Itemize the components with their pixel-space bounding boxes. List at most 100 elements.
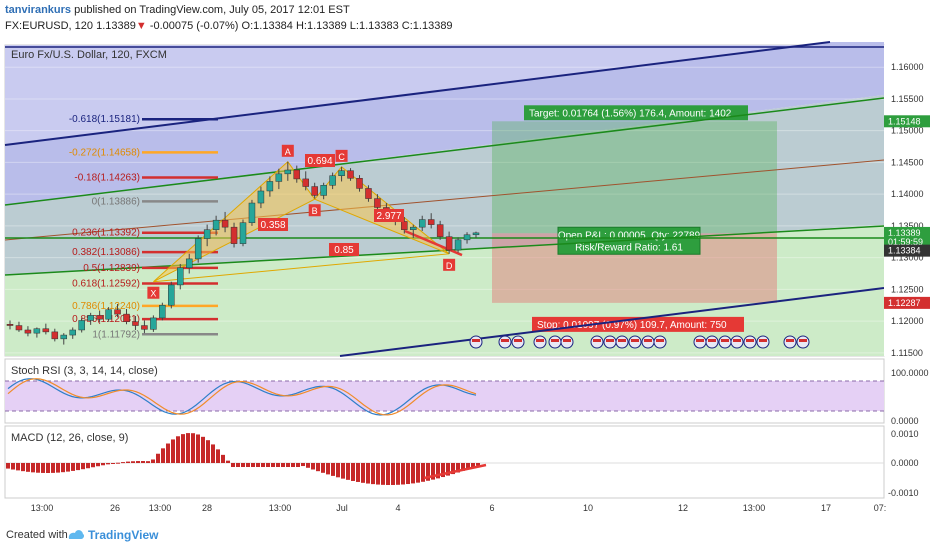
event-flag-icon[interactable] — [743, 335, 757, 349]
candle — [275, 168, 283, 190]
candle — [248, 199, 256, 226]
macd-tick-top: 0.0010 — [891, 429, 919, 439]
event-flag-icon[interactable] — [469, 335, 483, 349]
event-flag-icon[interactable] — [693, 335, 707, 349]
symbol-label: FX:EURUSD, 120 — [5, 20, 94, 32]
candle — [320, 182, 327, 200]
author-link[interactable]: tanvirankurs — [5, 4, 72, 16]
candle — [347, 168, 354, 181]
time-tick-label: 13:00 — [149, 503, 172, 513]
macd-bar — [446, 463, 450, 476]
position-tool[interactable]: Target: 0.01764 (1.56%) 176.4, Amount: 1… — [492, 105, 777, 332]
target-label-box — [524, 105, 748, 121]
macd-bar — [396, 463, 400, 485]
event-flag-icon[interactable] — [533, 335, 547, 349]
fib-label: 0.786(1.12240) — [72, 301, 140, 312]
macd-bar — [416, 463, 420, 483]
time-tick-label: 13:00 — [743, 503, 766, 513]
fib-label: 0.236(1.13392) — [72, 228, 140, 239]
pnl-line-1: Open P&L: 0.00005, Qty: 22789 — [558, 230, 701, 241]
median-line[interactable] — [4, 159, 885, 241]
fib-label: 0(1.13886) — [92, 196, 140, 207]
green-channel-upper-line[interactable] — [4, 97, 885, 206]
pattern-point-box — [308, 204, 321, 217]
price-tag-label: 1.13384 — [888, 246, 921, 256]
macd-bar — [431, 463, 435, 480]
candle — [374, 194, 381, 212]
stoch-band — [5, 381, 884, 411]
macd-bar — [141, 461, 145, 463]
macd-bar — [211, 444, 215, 463]
macd-bar — [271, 463, 275, 467]
price-tag — [884, 115, 930, 128]
macd-tick-bottom: -0.0010 — [888, 488, 919, 498]
target-zone[interactable] — [492, 121, 777, 234]
price-tick-label: 1.14500 — [891, 157, 924, 167]
macd-bar — [361, 463, 365, 483]
macd-bar — [366, 463, 370, 484]
pattern-ratio-box — [258, 218, 288, 231]
macd-bar — [286, 463, 290, 467]
pattern-point-label: X — [150, 289, 156, 299]
price-tag-label: 01:59:59 — [888, 237, 923, 247]
event-flag-icon[interactable] — [498, 335, 512, 349]
event-flag-icon[interactable] — [590, 335, 604, 349]
candle — [60, 333, 68, 345]
macd-divergence-line[interactable] — [423, 463, 487, 480]
last-price: 1.13389 — [96, 20, 136, 32]
price-divergence-line[interactable] — [404, 229, 463, 257]
price-axis[interactable] — [884, 45, 932, 356]
event-flag-icon[interactable] — [603, 335, 617, 349]
event-flag-icon[interactable] — [705, 335, 719, 349]
time-tick-label: 28 — [202, 503, 212, 513]
pattern-ratio-label: 0.85 — [334, 245, 354, 256]
event-flag-icon[interactable] — [796, 335, 810, 349]
candle — [257, 186, 265, 209]
tradingview-logo-icon — [68, 530, 85, 539]
stoch-title: Stoch RSI (3, 3, 14, 14, close) — [11, 365, 158, 377]
tradingview-brand[interactable]: TradingView — [88, 528, 159, 542]
candle — [436, 220, 444, 240]
event-flag-icon[interactable] — [615, 335, 629, 349]
lower-channel-line[interactable] — [339, 287, 885, 357]
event-flag-icon[interactable] — [560, 335, 574, 349]
event-flag-icon[interactable] — [783, 335, 797, 349]
event-flag-icon[interactable] — [653, 335, 667, 349]
fib-label: -0.618(1.15181) — [69, 114, 140, 125]
pattern-xd-line — [153, 253, 450, 283]
event-flag-icon[interactable] — [628, 335, 642, 349]
time-axis[interactable]: 13:00 26 13:00 28 13:00 Jul 4 6 10 12 13:00 17 07: — [31, 503, 887, 513]
event-flag-icon[interactable] — [548, 335, 562, 349]
candle — [239, 219, 247, 247]
price-chart[interactable]: Target: 0.01764 (1.56%) 176.4, Amount: 1… — [0, 40, 932, 520]
fib-label: 0.382(1.13086) — [72, 247, 140, 258]
macd-bar — [31, 463, 35, 473]
event-flag-icon[interactable] — [730, 335, 744, 349]
macd-bar — [181, 434, 185, 463]
pattern-ratio-box — [305, 154, 335, 167]
macd-bar — [136, 461, 140, 463]
macd-bar — [461, 463, 465, 471]
event-flag-icon[interactable] — [641, 335, 655, 349]
candle — [401, 217, 408, 234]
event-flag-icon[interactable] — [718, 335, 732, 349]
event-flag-icon[interactable] — [756, 335, 770, 349]
economic-events[interactable] — [469, 335, 810, 349]
candle — [472, 231, 480, 238]
candle — [168, 281, 175, 309]
macd-bar — [386, 463, 390, 485]
upper-channel-line[interactable] — [4, 41, 831, 146]
pattern-ratio-label: 2.977 — [376, 211, 401, 222]
macd-bar — [281, 463, 285, 467]
price-tag — [884, 244, 930, 257]
macd-bar — [296, 463, 300, 467]
macd-bar — [81, 463, 85, 470]
macd-bar — [11, 463, 15, 470]
macd-bar — [391, 463, 395, 485]
macd-bar — [256, 463, 260, 467]
pattern-labels: X A B C D 0.358 0.694 2.977 0.85 — [147, 144, 456, 299]
candle — [185, 253, 193, 274]
event-flag-icon[interactable] — [511, 335, 525, 349]
time-tick-label: 10 — [583, 503, 593, 513]
